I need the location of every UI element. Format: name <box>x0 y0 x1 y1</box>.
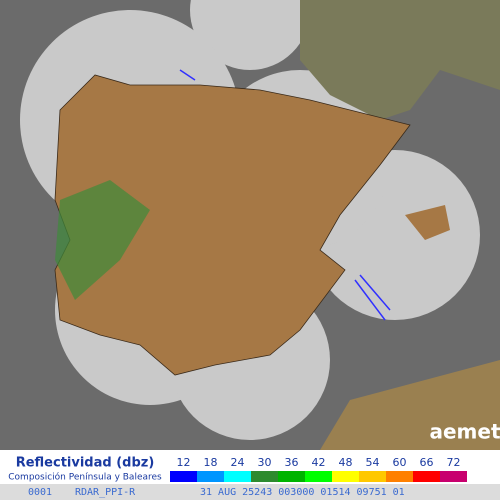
echoes <box>179 69 391 321</box>
legend-value: 12 <box>177 456 191 469</box>
legend-swatch <box>224 471 251 482</box>
legend-value: 72 <box>447 456 461 469</box>
legend-value: 24 <box>231 456 245 469</box>
footer-field: 0001 <box>28 487 52 498</box>
legend-swatch <box>170 471 197 482</box>
legend-swatch <box>278 471 305 482</box>
legend-value: 36 <box>285 456 299 469</box>
legend-swatch <box>251 471 278 482</box>
legend-swatch <box>440 471 467 482</box>
iberia <box>54 74 411 376</box>
legend-value: 54 <box>366 456 380 469</box>
lowland <box>55 180 150 300</box>
legend-swatch <box>197 471 224 482</box>
legend-scale: 12 18 24 30 36 42 48 54 60 66 72 <box>170 456 467 482</box>
legend-swatch <box>386 471 413 482</box>
legend-swatch <box>332 471 359 482</box>
legend-value: 42 <box>312 456 326 469</box>
legend-swatch <box>359 471 386 482</box>
legend-value: 66 <box>420 456 434 469</box>
legend-swatch <box>305 471 332 482</box>
legend-title: Reflectividad (dbz) <box>16 456 155 471</box>
footer: 0001 RDAR_PPI-R 31 AUG 25243 003000 01514 … <box>28 487 405 498</box>
footer-field: 31 AUG 25243 003000 01514 09751 01 <box>200 487 405 498</box>
mallorca <box>405 205 450 240</box>
legend-value: 60 <box>393 456 407 469</box>
legend-subtitle: Composición Península y Baleares <box>8 472 162 483</box>
legend-value: 48 <box>339 456 353 469</box>
legend-swatch <box>413 471 440 482</box>
footer-field: RDAR_PPI-R <box>75 487 136 498</box>
logo: aemet <box>429 420 500 444</box>
france <box>300 0 500 120</box>
africa <box>320 360 500 450</box>
footer-bar <box>0 484 500 500</box>
legend-value: 30 <box>258 456 272 469</box>
legend-value: 18 <box>204 456 218 469</box>
